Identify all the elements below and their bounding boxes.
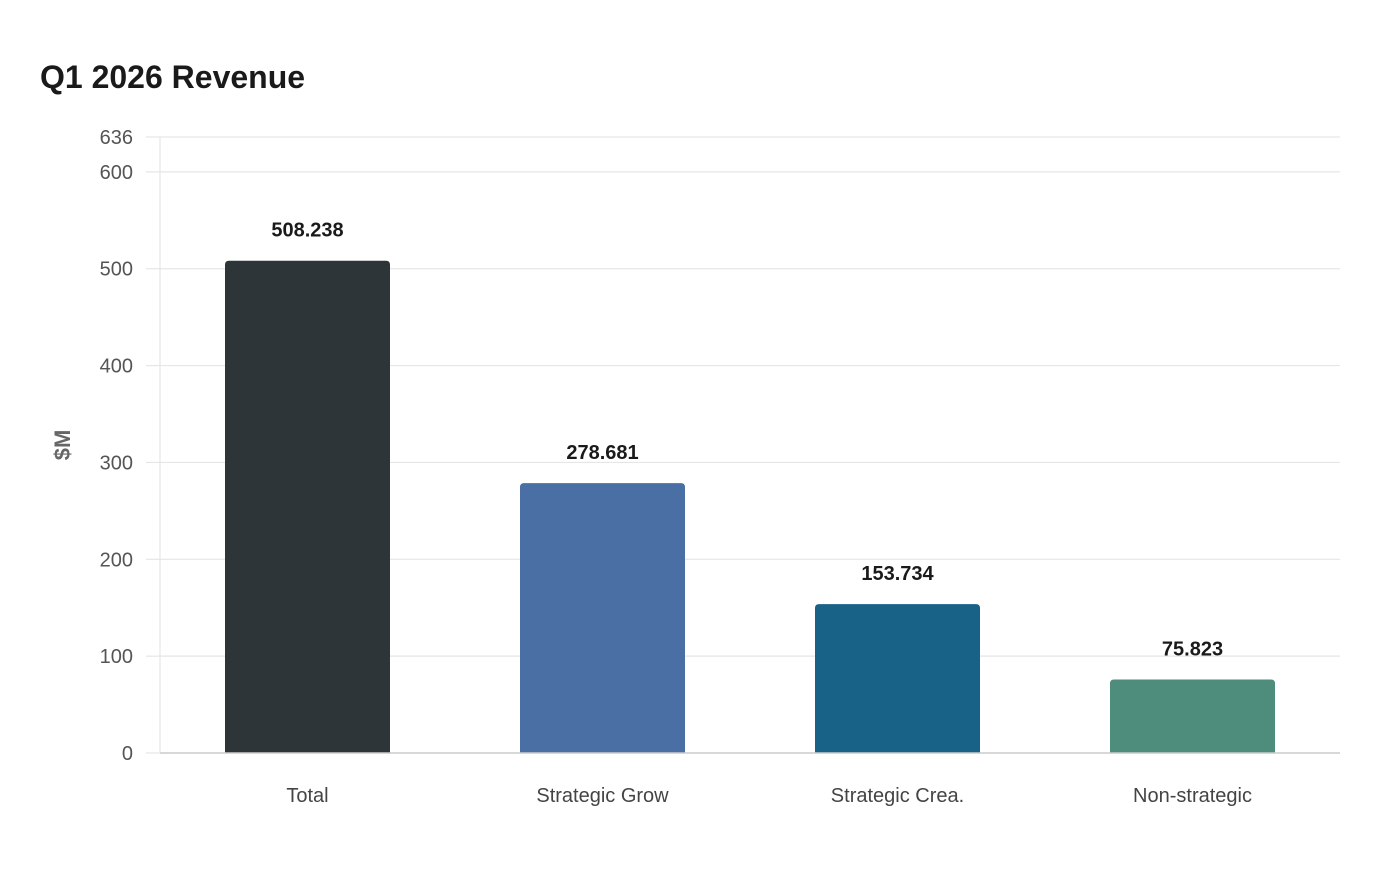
x-tick-label: Strategic Crea.	[831, 785, 964, 807]
bar	[815, 604, 980, 753]
bar-value-label: 278.681	[566, 442, 638, 464]
y-tick-label: 400	[100, 356, 133, 378]
x-axis-ticks: Total Strategic Grow Strategic Crea. Non-st…	[286, 785, 1252, 807]
y-tick-label: 636	[100, 127, 133, 149]
x-tick-label: Non-strategic	[1133, 785, 1252, 807]
y-axis-title: $M	[50, 430, 75, 461]
y-tick-label: 500	[100, 259, 133, 281]
bar	[520, 483, 685, 753]
bar-value-label: 75.823	[1162, 639, 1223, 661]
x-tick-label: Total	[286, 785, 328, 807]
y-tick-label: 300	[100, 452, 133, 474]
value-labels: 508.238 278.681 153.734 75.823	[271, 220, 1223, 661]
y-tick-label: 100	[100, 646, 133, 668]
bar	[225, 260, 390, 753]
bar-value-label: 153.734	[861, 563, 934, 585]
y-tick-label: 600	[100, 162, 133, 184]
bar-value-label: 508.238	[271, 220, 343, 242]
x-tick-label: Strategic Grow	[536, 785, 669, 807]
bars	[225, 260, 1275, 753]
y-axis-ticks: 0 100 200 300 400 500 600 636	[100, 127, 133, 765]
y-tick-label: 200	[100, 549, 133, 571]
bar	[1110, 679, 1275, 753]
chart-title: Q1 2026 Revenue	[40, 59, 306, 95]
y-tick-label: 0	[122, 743, 133, 765]
